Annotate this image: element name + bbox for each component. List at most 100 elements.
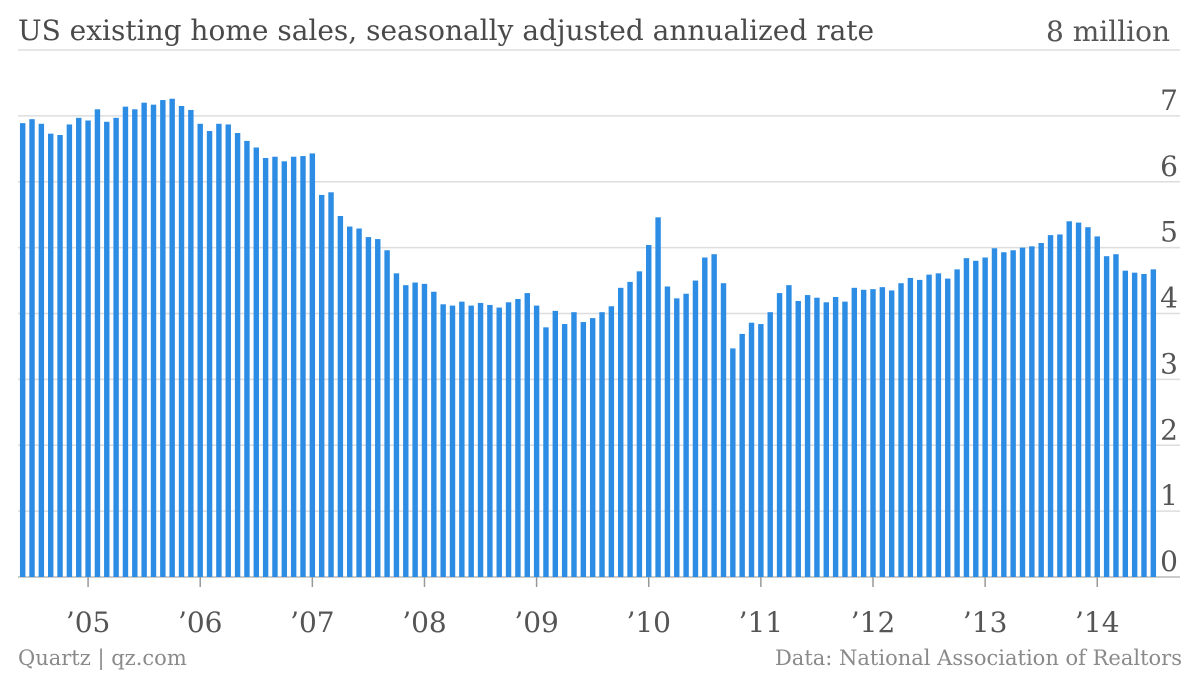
bar (823, 302, 829, 577)
bar (945, 278, 951, 577)
bar (505, 302, 512, 577)
bar (337, 216, 344, 577)
bar (646, 244, 652, 578)
bar (571, 312, 577, 577)
bar (720, 283, 727, 577)
bar (1075, 222, 1082, 577)
bar (730, 348, 736, 577)
bar (216, 123, 222, 577)
bar (253, 147, 259, 577)
bar (66, 124, 73, 577)
bar (1047, 235, 1054, 578)
bar (412, 282, 418, 577)
x-axis-ticks: ’05 ’06 ’07 ’08 ’09 ’10 ’11 ’12 ’13 ’14 (66, 577, 1120, 639)
bar (954, 269, 960, 577)
y-tick-label: 0 (1160, 545, 1178, 578)
bar (917, 279, 923, 577)
bar (206, 131, 213, 577)
y-tick-label: 5 (1160, 216, 1178, 249)
bar (1001, 252, 1007, 578)
bar (842, 301, 848, 577)
bar (599, 312, 605, 577)
bar (234, 133, 241, 577)
bar (318, 194, 325, 577)
bar (85, 120, 91, 578)
bar (898, 283, 904, 577)
bar (636, 271, 643, 577)
bar (141, 102, 147, 577)
bar (440, 304, 446, 577)
x-tick-label: ’09 (514, 606, 559, 639)
bar (739, 333, 745, 577)
bar (150, 104, 157, 578)
bar (832, 297, 839, 577)
bar (907, 277, 914, 577)
bar (328, 192, 334, 578)
chart-title: US existing home sales, seasonally adjus… (18, 14, 875, 47)
y-tick-label: 3 (1160, 347, 1178, 380)
bar (879, 287, 886, 577)
bar (674, 298, 680, 577)
bar (94, 109, 101, 577)
bars (19, 98, 1157, 578)
bar (281, 161, 288, 577)
bar (375, 239, 381, 577)
x-tick-label: ’07 (290, 606, 335, 639)
bar (561, 324, 568, 577)
bar (786, 285, 792, 577)
bar (487, 304, 493, 577)
bar (1038, 243, 1044, 577)
bar (38, 123, 45, 577)
bar (19, 123, 26, 578)
bar (449, 305, 456, 577)
x-tick-label: ’05 (66, 606, 111, 639)
bar (973, 260, 979, 577)
bar (552, 310, 559, 577)
bar (468, 305, 474, 577)
bar (178, 105, 185, 578)
bar (1141, 273, 1147, 577)
bar (1057, 234, 1063, 577)
y-tick-label: 7 (1160, 84, 1178, 117)
bar (702, 257, 708, 577)
bar (169, 98, 175, 577)
bar (683, 293, 689, 577)
bar (692, 280, 699, 577)
bar (758, 324, 764, 577)
bar (393, 273, 400, 577)
x-tick-label: ’10 (626, 606, 671, 639)
bar (104, 121, 110, 578)
bar (804, 295, 811, 577)
bar (888, 290, 895, 577)
bar (431, 291, 437, 577)
bar (290, 156, 297, 577)
bar (580, 322, 587, 577)
bar (403, 285, 409, 577)
y-axis-top-label: 8 million (1046, 15, 1170, 48)
bar (347, 226, 353, 578)
bar (1019, 247, 1026, 578)
x-tick-label: ’12 (851, 606, 896, 639)
x-tick-label: ’13 (963, 606, 1008, 639)
bar (29, 119, 35, 578)
bar (300, 156, 306, 577)
bar (991, 248, 998, 577)
bar (1103, 256, 1110, 577)
bar (748, 322, 755, 577)
bar (197, 123, 203, 577)
bar (244, 140, 250, 577)
bar (188, 109, 194, 577)
bar (421, 283, 428, 577)
x-tick-label: ’14 (1075, 606, 1120, 639)
x-tick-label: ’08 (402, 606, 447, 639)
bar (851, 287, 858, 577)
bar (132, 109, 138, 577)
bar (113, 117, 119, 577)
bar (776, 293, 783, 577)
bar (935, 273, 942, 577)
bar (262, 158, 269, 577)
bar (57, 134, 63, 578)
bar (225, 124, 231, 577)
y-tick-label: 1 (1160, 479, 1178, 512)
bar (870, 289, 876, 577)
